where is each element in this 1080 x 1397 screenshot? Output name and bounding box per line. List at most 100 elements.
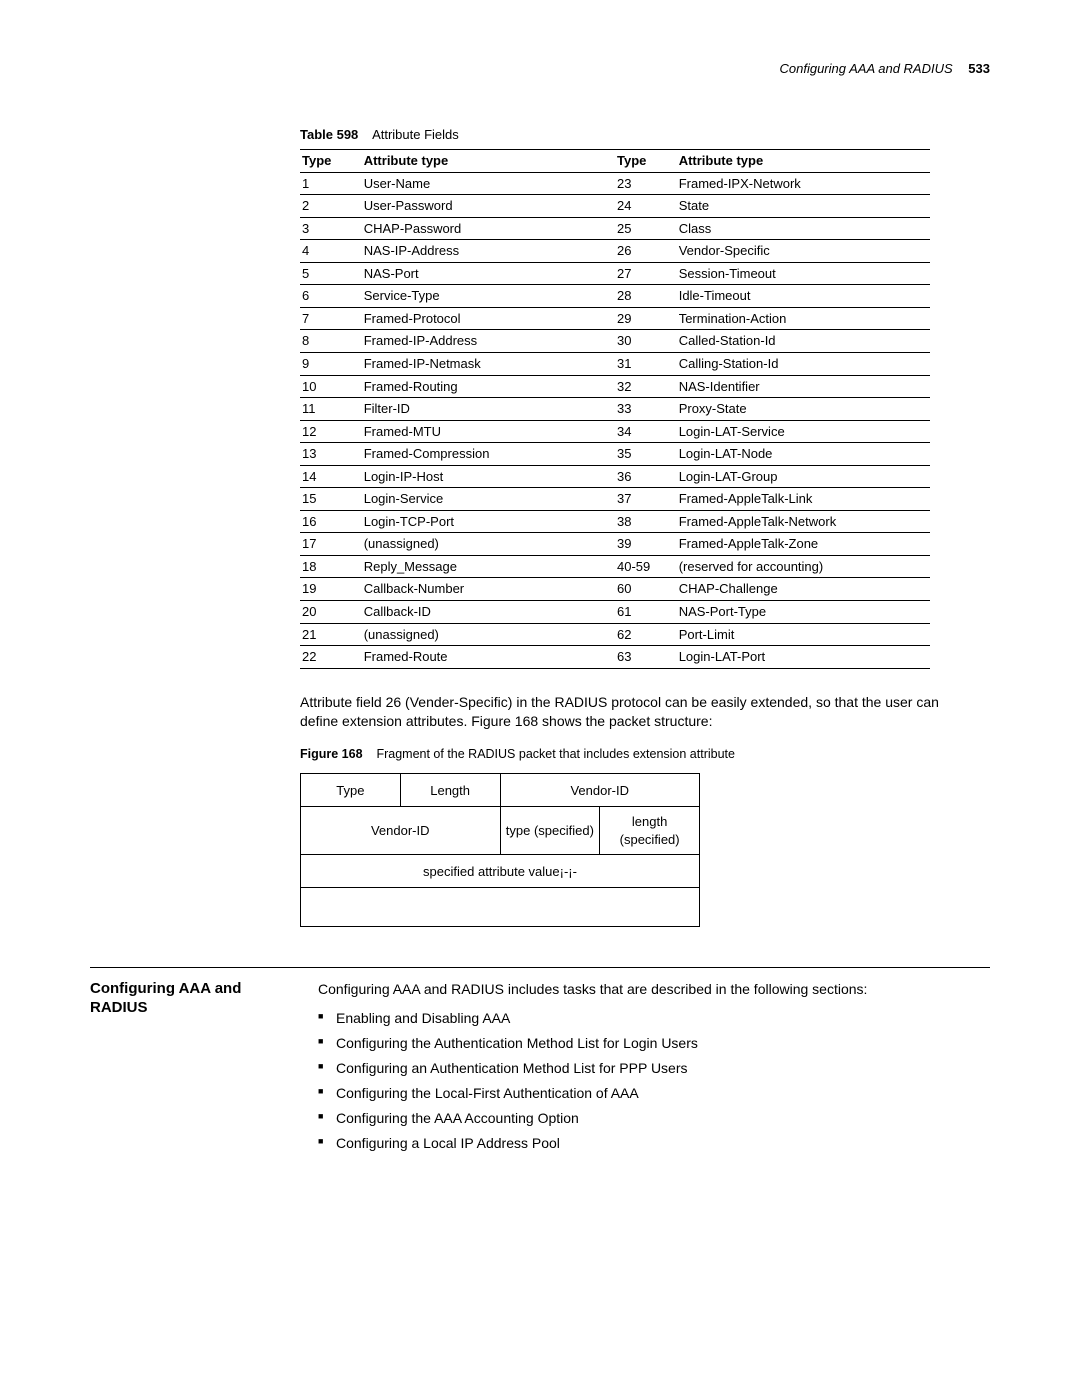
table-cell: Framed-Routing (362, 375, 615, 398)
table-cell: CHAP-Password (362, 217, 615, 240)
table-row: 22Framed-Route63Login-LAT-Port (300, 646, 930, 669)
table-cell: 20 (300, 601, 362, 624)
table-cell: 38 (615, 510, 677, 533)
table-cell: Calling-Station-Id (677, 353, 930, 376)
table-cell: 22 (300, 646, 362, 669)
table-cell: Login-Service (362, 488, 615, 511)
table-cell: 1 (300, 172, 362, 195)
table-cell: 13 (300, 443, 362, 466)
table-cell: 2 (300, 195, 362, 218)
section-divider (90, 967, 990, 968)
table-cell: 21 (300, 623, 362, 646)
table-cell: User-Password (362, 195, 615, 218)
table-cell: Framed-AppleTalk-Network (677, 510, 930, 533)
table-cell: 35 (615, 443, 677, 466)
list-item: Configuring the Authentication Method Li… (318, 1034, 990, 1053)
table-row: 21(unassigned)62Port-Limit (300, 623, 930, 646)
packet-cell-attr-value: specified attribute value¡-¡- (301, 855, 700, 888)
table-cell: Vendor-Specific (677, 240, 930, 263)
table-cell: 5 (300, 262, 362, 285)
col-type-2: Type (615, 150, 677, 173)
table-cell: User-Name (362, 172, 615, 195)
table-cell: Session-Timeout (677, 262, 930, 285)
table-cell: 26 (615, 240, 677, 263)
list-item: Configuring a Local IP Address Pool (318, 1134, 990, 1153)
table-cell: State (677, 195, 930, 218)
table-cell: Framed-IP-Netmask (362, 353, 615, 376)
table-cell: 40-59 (615, 555, 677, 578)
table-cell: Framed-MTU (362, 420, 615, 443)
table-cell: NAS-IP-Address (362, 240, 615, 263)
table-cell: 23 (615, 172, 677, 195)
table-cell: Filter-ID (362, 398, 615, 421)
table-cell: Login-TCP-Port (362, 510, 615, 533)
table-cell: (reserved for accounting) (677, 555, 930, 578)
table-cell: 61 (615, 601, 677, 624)
table-cell: (unassigned) (362, 533, 615, 556)
table-cell: 17 (300, 533, 362, 556)
table-cell: Termination-Action (677, 307, 930, 330)
attribute-fields-table: Type Attribute type Type Attribute type … (300, 149, 930, 669)
section-intro: Configuring AAA and RADIUS includes task… (318, 980, 990, 999)
table-cell: 16 (300, 510, 362, 533)
table-row: 18Reply_Message40-59(reserved for accoun… (300, 555, 930, 578)
table-cell: 4 (300, 240, 362, 263)
table-row: 15Login-Service37Framed-AppleTalk-Link (300, 488, 930, 511)
table-cell: 14 (300, 465, 362, 488)
table-cell: Called-Station-Id (677, 330, 930, 353)
list-item: Enabling and Disabling AAA (318, 1009, 990, 1028)
table-row: 8Framed-IP-Address30Called-Station-Id (300, 330, 930, 353)
table-row: 16Login-TCP-Port38Framed-AppleTalk-Netwo… (300, 510, 930, 533)
figure-caption-text: Fragment of the RADIUS packet that inclu… (376, 747, 735, 761)
task-list: Enabling and Disabling AAA Configuring th… (318, 1009, 990, 1152)
table-cell: 62 (615, 623, 677, 646)
table-row: 9Framed-IP-Netmask31Calling-Station-Id (300, 353, 930, 376)
table-cell: 33 (615, 398, 677, 421)
table-caption-text: Attribute Fields (372, 127, 459, 142)
table-cell: 30 (615, 330, 677, 353)
table-cell: Framed-IP-Address (362, 330, 615, 353)
table-cell: Class (677, 217, 930, 240)
table-cell: 29 (615, 307, 677, 330)
running-header: Configuring AAA and RADIUS 533 (90, 60, 990, 78)
table-row: 12Framed-MTU34Login-LAT-Service (300, 420, 930, 443)
configuring-section: Configuring AAA and RADIUS Configuring A… (90, 980, 990, 1158)
table-row: 10Framed-Routing32NAS-Identifier (300, 375, 930, 398)
table-cell: 63 (615, 646, 677, 669)
table-cell: 18 (300, 555, 362, 578)
table-row: 2User-Password24State (300, 195, 930, 218)
table-cell: Login-LAT-Node (677, 443, 930, 466)
table-cell: 34 (615, 420, 677, 443)
table-row: 3CHAP-Password25Class (300, 217, 930, 240)
table-cell: 27 (615, 262, 677, 285)
table-cell: Framed-Compression (362, 443, 615, 466)
table-cell: 8 (300, 330, 362, 353)
figure-label: Figure 168 (300, 747, 363, 761)
table-row: 19Callback-Number60CHAP-Challenge (300, 578, 930, 601)
table-cell: Login-IP-Host (362, 465, 615, 488)
radius-packet-diagram: Type Length Vendor-ID Vendor-ID type (sp… (300, 773, 700, 927)
table-cell: NAS-Port (362, 262, 615, 285)
table-cell: (unassigned) (362, 623, 615, 646)
table-row: 13Framed-Compression35Login-LAT-Node (300, 443, 930, 466)
section-heading: Configuring AAA and RADIUS (90, 980, 318, 1018)
table-cell: 36 (615, 465, 677, 488)
table-cell: 9 (300, 353, 362, 376)
packet-cell-vendorid-bottom: Vendor-ID (301, 807, 501, 855)
table-cell: 7 (300, 307, 362, 330)
table-cell: 28 (615, 285, 677, 308)
table-cell: Service-Type (362, 285, 615, 308)
header-title: Configuring AAA and RADIUS (779, 61, 952, 76)
packet-cell-type-spec: type (specified) (500, 807, 600, 855)
table-row: 7Framed-Protocol29Termination-Action (300, 307, 930, 330)
table-cell: Login-LAT-Port (677, 646, 930, 669)
table-cell: Reply_Message (362, 555, 615, 578)
table-cell: Login-LAT-Group (677, 465, 930, 488)
col-attr-1: Attribute type (362, 150, 615, 173)
table-cell: 24 (615, 195, 677, 218)
table-cell: 25 (615, 217, 677, 240)
col-type-1: Type (300, 150, 362, 173)
table-row: 11Filter-ID33Proxy-State (300, 398, 930, 421)
table-cell: Callback-ID (362, 601, 615, 624)
table-cell: NAS-Identifier (677, 375, 930, 398)
